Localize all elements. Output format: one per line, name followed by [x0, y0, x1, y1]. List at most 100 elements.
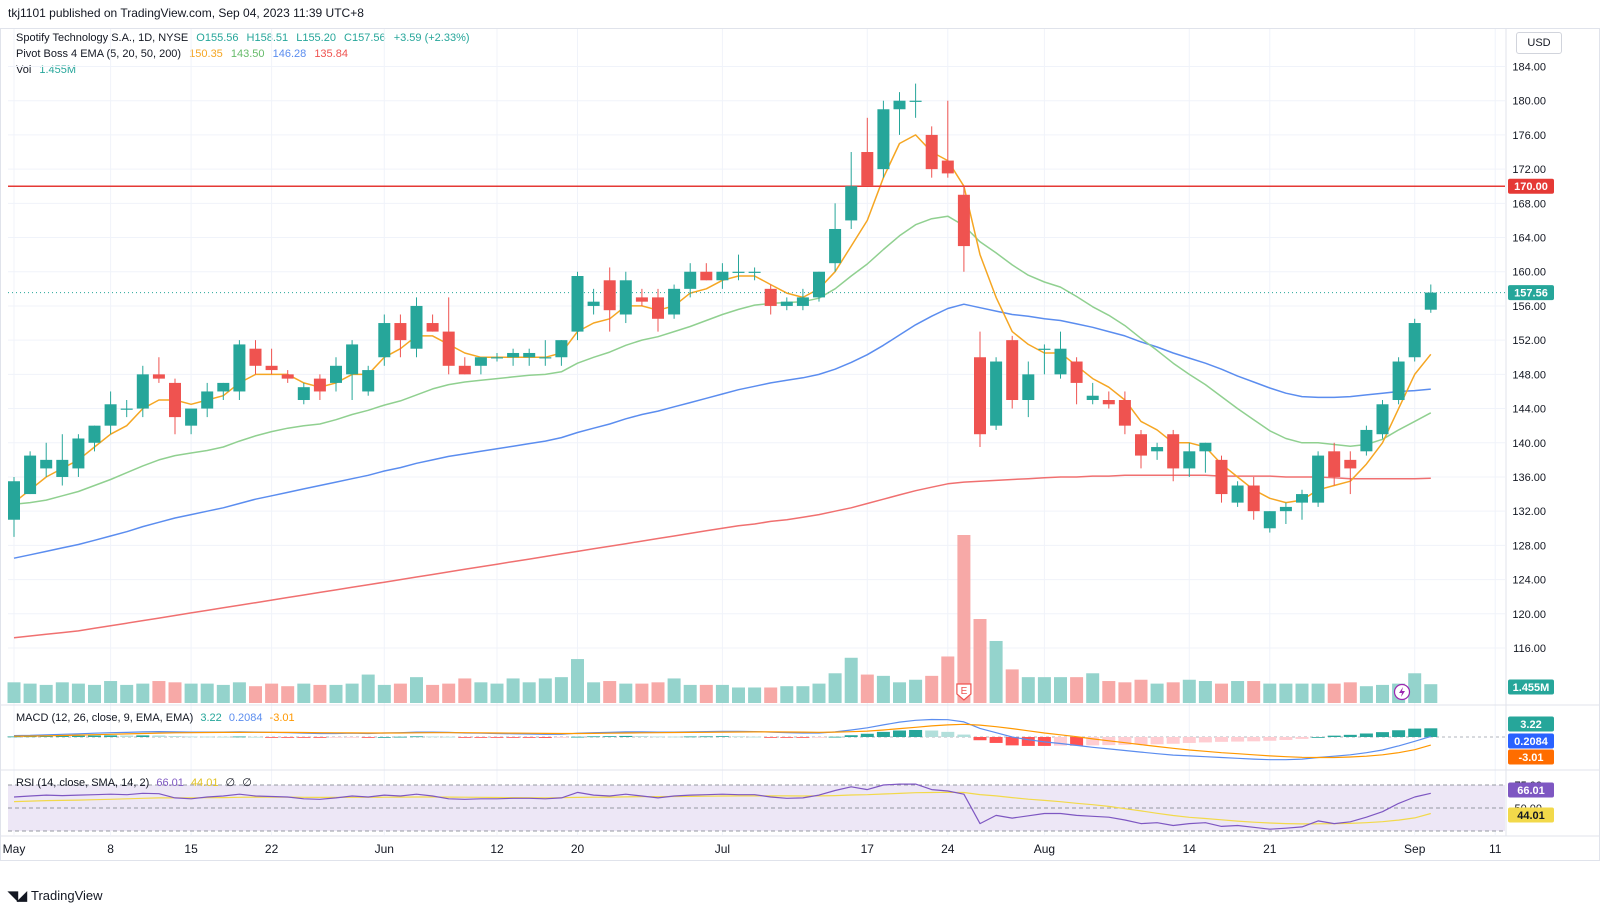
macd-histogram-bar: [538, 737, 552, 738]
time-tick-label: May: [3, 842, 26, 856]
candle: [635, 288, 648, 306]
candle-body: [442, 331, 455, 366]
candle: [40, 442, 53, 477]
currency-button[interactable]: USD: [1516, 32, 1562, 54]
macd-histogram-bar: [39, 736, 53, 737]
macd-histogram-bar: [88, 735, 101, 737]
price-tick-label: 164.00: [1512, 233, 1546, 245]
macd-histogram-bar: [554, 737, 568, 738]
candle: [974, 331, 986, 448]
candle-body: [829, 228, 842, 264]
candle-body: [217, 382, 230, 392]
volume-bar: [1054, 677, 1067, 703]
ema200-line-layer: [13, 474, 1431, 639]
time-tick-label: 22: [265, 842, 279, 856]
macd-histogram-bar: [168, 736, 182, 737]
volume-bar: [410, 677, 423, 703]
candle-body: [72, 438, 85, 469]
macd-histogram-bar: [683, 736, 697, 738]
ohlc-high: H158.51: [246, 32, 289, 44]
volume-bar: [71, 683, 85, 703]
level-170-tag-text: 170.00: [1514, 181, 1548, 193]
candle: [410, 297, 423, 358]
candle-body: [587, 301, 600, 306]
candle-body: [668, 288, 681, 315]
macd-histogram-bar: [828, 736, 842, 738]
candle: [491, 352, 503, 362]
volume-bar: [1134, 679, 1148, 703]
candle-body: [909, 100, 922, 102]
tradingview-logo[interactable]: ◥◢ TradingView: [8, 888, 103, 903]
volume-bar: [55, 682, 69, 703]
price-tick-label: 180.00: [1512, 96, 1546, 108]
candle: [1022, 361, 1035, 418]
candle-body: [1360, 429, 1373, 452]
symbol-legend: Spotify Technology S.A., 1D, NYSE O155.5…: [16, 32, 475, 44]
volume-bar: [780, 686, 794, 703]
macd-histogram-bar: [1263, 737, 1277, 741]
macd-line-tag-text: 0.2084: [1514, 736, 1549, 748]
macd-histogram-bar: [216, 736, 230, 738]
macd-histogram-bar: [1343, 734, 1357, 737]
candle: [555, 340, 568, 366]
volume-bar: [249, 686, 262, 703]
volume-bar: [474, 682, 488, 703]
macd-histogram-bar: [732, 736, 745, 738]
ema20-value: 143.50: [230, 48, 265, 60]
volume-tag-bg: [1508, 679, 1554, 695]
candle: [378, 314, 391, 366]
level-170-tag-bg: [1508, 178, 1554, 194]
candle-body: [861, 152, 874, 187]
volume-bar: [925, 675, 939, 703]
macd-signal-line: [13, 723, 1431, 759]
candle-body: [185, 408, 198, 426]
macd-histogram-bar: [1150, 737, 1164, 745]
macd-histogram-bar: [893, 730, 906, 737]
ema50-value: 146.28: [272, 48, 307, 60]
price-tick-label: 156.00: [1512, 301, 1546, 313]
price-tick-label: 136.00: [1512, 472, 1546, 484]
volume-bar: [232, 682, 246, 703]
volume-bar: [458, 678, 472, 703]
rsi-sma-value: 44.01: [190, 777, 219, 789]
time-tick-label: 12: [490, 842, 504, 856]
rsi-tag-bg: [1508, 782, 1554, 798]
price-tick-label: 124.00: [1512, 575, 1546, 587]
candle-body: [925, 134, 938, 170]
volume-bar: [168, 682, 182, 703]
volume-bar: [764, 687, 778, 703]
macd-histogram-bar: [329, 737, 343, 738]
volume-bar: [554, 677, 568, 703]
price-tick-label: 160.00: [1512, 267, 1546, 279]
candle: [56, 434, 69, 486]
macd-histogram-bar: [748, 736, 762, 738]
candle-body: [56, 459, 69, 477]
candle-body: [120, 408, 133, 410]
candle: [169, 378, 181, 435]
volume-bar: [1102, 681, 1116, 703]
candle-body: [1263, 511, 1276, 529]
candle-body: [1183, 451, 1196, 469]
macd-histogram-bar: [281, 737, 295, 738]
price-tick-label: 184.00: [1512, 62, 1546, 74]
candle-body: [346, 344, 359, 375]
candle-body: [845, 186, 858, 221]
horizontal-level[interactable]: [8, 185, 1505, 294]
candle-body: [1006, 340, 1019, 401]
volume-tag-text: 1.455M: [1513, 682, 1550, 694]
candle: [813, 271, 825, 302]
volume-bar: [732, 687, 745, 703]
macd-histogram-bar: [506, 737, 520, 738]
volume-bar: [619, 683, 633, 703]
macd-histogram-bar: [249, 736, 262, 738]
candle: [297, 382, 310, 405]
candle-body: [684, 271, 697, 289]
volume-bar: [1037, 677, 1051, 703]
candle: [829, 203, 842, 272]
volume-bar: [828, 673, 842, 703]
volume-bar: [1359, 686, 1373, 703]
macd-histogram-bar: [1359, 733, 1373, 737]
volume-bar: [1005, 669, 1019, 703]
candle: [732, 254, 745, 281]
